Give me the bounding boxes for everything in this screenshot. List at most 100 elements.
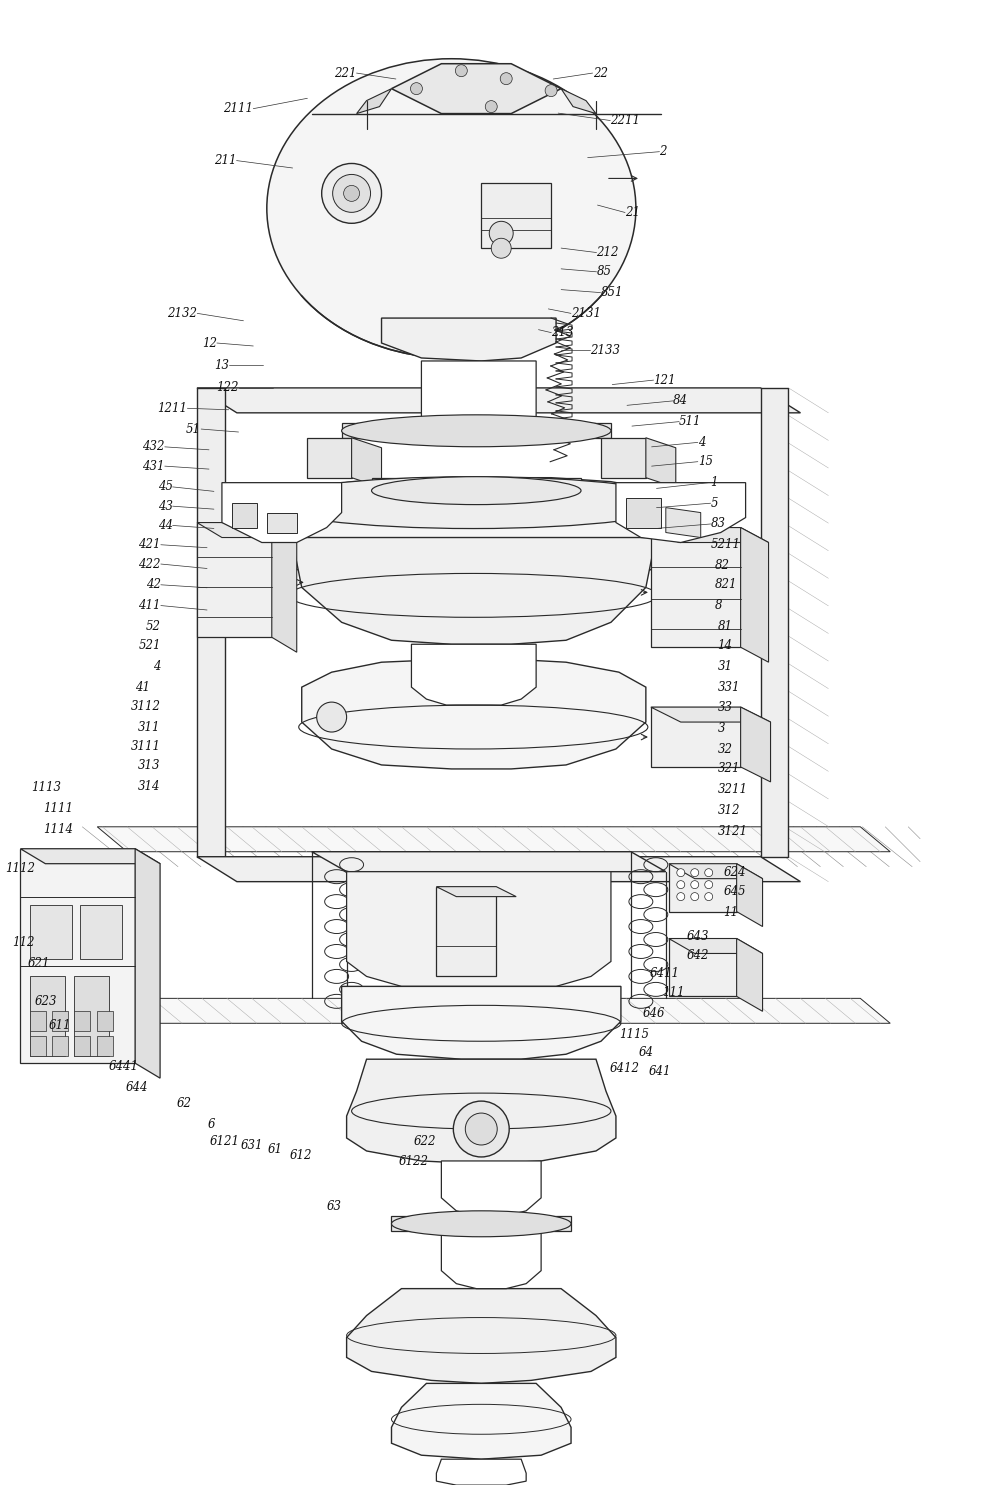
Text: 3121: 3121 bbox=[718, 824, 747, 837]
Text: 646: 646 bbox=[643, 1007, 666, 1020]
Text: 3211: 3211 bbox=[718, 784, 747, 796]
Text: 3111: 3111 bbox=[131, 741, 161, 752]
Polygon shape bbox=[347, 871, 611, 986]
Text: 61: 61 bbox=[268, 1144, 283, 1157]
Text: 64: 64 bbox=[639, 1045, 654, 1059]
Polygon shape bbox=[341, 422, 611, 437]
Text: 1114: 1114 bbox=[43, 822, 73, 836]
Text: 2211: 2211 bbox=[610, 114, 640, 126]
Polygon shape bbox=[740, 708, 770, 782]
Polygon shape bbox=[197, 857, 801, 882]
Polygon shape bbox=[357, 89, 391, 113]
Text: 221: 221 bbox=[334, 67, 357, 80]
Bar bbox=[52, 1011, 68, 1032]
Text: 314: 314 bbox=[138, 781, 161, 793]
Text: 62: 62 bbox=[176, 1097, 191, 1111]
Polygon shape bbox=[21, 849, 160, 864]
Polygon shape bbox=[646, 437, 675, 488]
Polygon shape bbox=[222, 483, 341, 543]
Circle shape bbox=[465, 1114, 497, 1145]
Text: 432: 432 bbox=[142, 440, 165, 454]
Polygon shape bbox=[312, 852, 666, 871]
Text: 2132: 2132 bbox=[168, 306, 197, 320]
Circle shape bbox=[676, 880, 684, 889]
Bar bbox=[651, 528, 740, 647]
Bar bbox=[52, 1036, 68, 1056]
Text: 312: 312 bbox=[718, 804, 740, 816]
Text: 44: 44 bbox=[158, 519, 173, 532]
Text: 645: 645 bbox=[724, 885, 745, 898]
Bar bbox=[31, 977, 65, 1056]
Circle shape bbox=[691, 892, 699, 901]
Text: 422: 422 bbox=[138, 558, 161, 571]
Bar bbox=[651, 708, 740, 767]
Text: 3: 3 bbox=[718, 723, 725, 735]
Bar bbox=[74, 1036, 91, 1056]
Text: 33: 33 bbox=[718, 702, 733, 714]
Text: 4: 4 bbox=[154, 660, 161, 674]
Text: 42: 42 bbox=[146, 578, 161, 592]
Bar bbox=[437, 886, 496, 977]
Text: 211: 211 bbox=[214, 155, 237, 167]
Polygon shape bbox=[740, 528, 768, 662]
Text: 22: 22 bbox=[593, 67, 607, 80]
Text: 624: 624 bbox=[724, 865, 745, 879]
Text: 84: 84 bbox=[673, 394, 688, 407]
Text: 621: 621 bbox=[28, 956, 49, 970]
Text: 122: 122 bbox=[216, 381, 239, 394]
Text: 313: 313 bbox=[138, 760, 161, 772]
Circle shape bbox=[454, 1100, 509, 1157]
Circle shape bbox=[332, 174, 371, 213]
Bar bbox=[80, 904, 122, 959]
Text: 641: 641 bbox=[649, 1065, 671, 1078]
Polygon shape bbox=[307, 437, 352, 477]
Text: 643: 643 bbox=[687, 929, 710, 943]
Circle shape bbox=[545, 85, 557, 97]
Text: 45: 45 bbox=[158, 480, 173, 494]
Polygon shape bbox=[760, 388, 789, 857]
Circle shape bbox=[691, 880, 699, 889]
Polygon shape bbox=[267, 513, 297, 532]
Ellipse shape bbox=[372, 477, 581, 504]
Text: 3112: 3112 bbox=[131, 700, 161, 712]
Polygon shape bbox=[411, 644, 536, 705]
Bar bbox=[669, 864, 737, 912]
Text: 631: 631 bbox=[241, 1139, 263, 1152]
Text: 642: 642 bbox=[687, 949, 710, 962]
Text: 111: 111 bbox=[663, 986, 685, 999]
Text: 6121: 6121 bbox=[209, 1135, 240, 1148]
Circle shape bbox=[410, 83, 422, 95]
Circle shape bbox=[485, 101, 497, 113]
Text: 4: 4 bbox=[698, 436, 705, 449]
Polygon shape bbox=[391, 64, 561, 113]
Bar bbox=[98, 1036, 113, 1056]
Polygon shape bbox=[232, 503, 256, 528]
Text: 5211: 5211 bbox=[711, 538, 740, 552]
Bar bbox=[31, 1036, 46, 1056]
Text: 15: 15 bbox=[698, 455, 713, 468]
Text: 511: 511 bbox=[679, 415, 702, 428]
Text: 6: 6 bbox=[207, 1118, 215, 1132]
Circle shape bbox=[343, 186, 360, 201]
Circle shape bbox=[321, 164, 382, 223]
Circle shape bbox=[500, 73, 512, 85]
Text: 6122: 6122 bbox=[399, 1155, 429, 1169]
Polygon shape bbox=[135, 849, 160, 1078]
Text: 63: 63 bbox=[326, 1200, 342, 1213]
Polygon shape bbox=[347, 1289, 616, 1383]
Text: 82: 82 bbox=[715, 559, 730, 572]
Text: 311: 311 bbox=[138, 721, 161, 733]
Text: 21: 21 bbox=[625, 207, 640, 219]
Text: 622: 622 bbox=[413, 1135, 436, 1148]
Polygon shape bbox=[292, 537, 656, 644]
Text: 6441: 6441 bbox=[108, 1060, 138, 1074]
Bar bbox=[481, 183, 551, 248]
Circle shape bbox=[489, 222, 513, 245]
Text: 431: 431 bbox=[142, 459, 165, 473]
Polygon shape bbox=[666, 507, 701, 537]
Polygon shape bbox=[382, 318, 556, 361]
Polygon shape bbox=[669, 938, 762, 953]
Circle shape bbox=[705, 892, 713, 901]
Text: 81: 81 bbox=[718, 620, 733, 633]
Text: 6412: 6412 bbox=[609, 1062, 639, 1075]
